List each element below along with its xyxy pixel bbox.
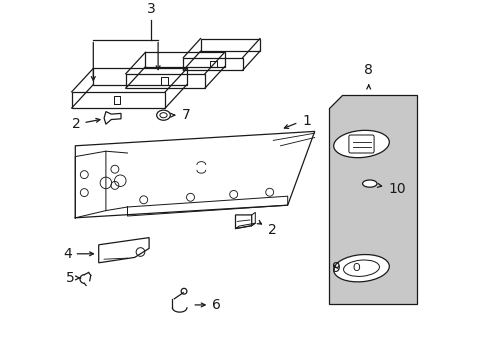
Text: 7: 7 <box>170 108 190 122</box>
Ellipse shape <box>333 130 388 158</box>
Text: 5: 5 <box>66 271 81 285</box>
FancyBboxPatch shape <box>348 135 373 153</box>
Text: 8: 8 <box>364 63 372 77</box>
Ellipse shape <box>333 255 388 282</box>
Text: O: O <box>351 263 359 273</box>
Ellipse shape <box>362 180 376 187</box>
Text: 9: 9 <box>330 261 339 275</box>
Text: 4: 4 <box>63 247 93 261</box>
Text: 3: 3 <box>146 2 155 16</box>
Text: 2: 2 <box>257 220 276 237</box>
Polygon shape <box>328 95 416 304</box>
Text: 10: 10 <box>377 182 406 196</box>
Text: 6: 6 <box>195 298 221 312</box>
Text: 1: 1 <box>302 114 310 127</box>
Text: 2: 2 <box>72 117 100 131</box>
